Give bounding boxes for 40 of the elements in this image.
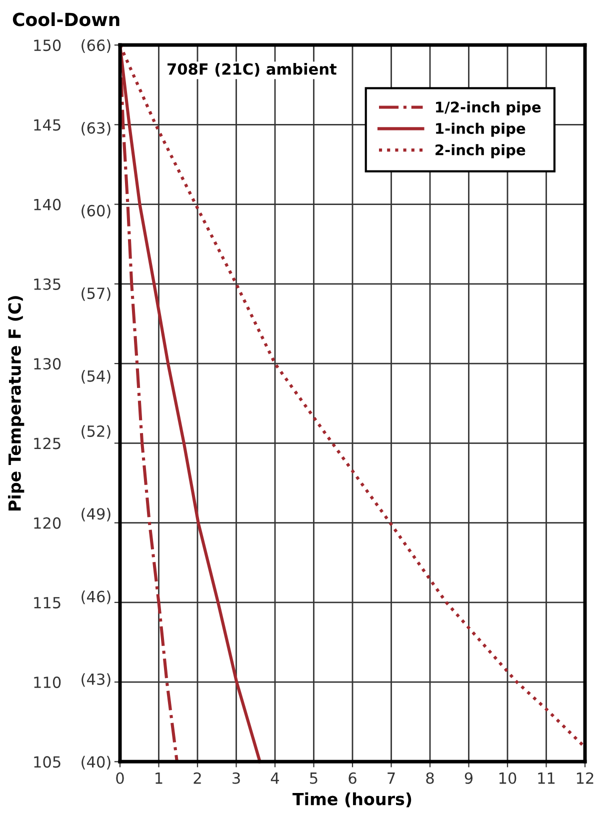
y-tick-label: 105 bbox=[34, 756, 60, 768]
y-tick-label: 135 bbox=[34, 278, 60, 290]
x-tick-label: 7 bbox=[388, 772, 395, 784]
y2-tick-label: (49) bbox=[82, 508, 110, 522]
x-tick-label: 6 bbox=[348, 772, 356, 784]
legend-label: 2-inch pipe bbox=[436, 144, 526, 158]
x-tick-label: 2 bbox=[194, 772, 201, 784]
y-tick-label: 130 bbox=[34, 358, 61, 370]
y2-tick-label: (60) bbox=[82, 204, 110, 218]
chart-title: Cool-Down bbox=[12, 12, 120, 26]
y-tick-label: 120 bbox=[34, 517, 61, 529]
y-tick-label: 115 bbox=[34, 597, 60, 608]
y-tick-label: 125 bbox=[34, 438, 60, 450]
y2-tick-label: (46) bbox=[82, 590, 110, 604]
y2-tick-label: (54) bbox=[82, 370, 110, 384]
y2-tick-label: (66) bbox=[82, 39, 110, 53]
x-tick-label: 8 bbox=[426, 772, 434, 784]
x-tick-label: 0 bbox=[116, 772, 124, 784]
y2-tick-label: (40) bbox=[82, 756, 110, 770]
x-tick-label: 12 bbox=[576, 772, 594, 784]
x-tick-label: 11 bbox=[538, 772, 555, 784]
y2-tick-label: (43) bbox=[82, 673, 110, 687]
y-tick-label: 150 bbox=[34, 40, 61, 52]
y-axis-title: Pipe Temperature F (C) bbox=[8, 296, 24, 510]
x-tick-label: 4 bbox=[270, 772, 280, 784]
y-tick-label: 110 bbox=[34, 676, 61, 688]
y-tick-label: 140 bbox=[34, 198, 61, 210]
x-axis-title: Time (hours) bbox=[292, 792, 412, 808]
x-tick-label: 9 bbox=[464, 772, 473, 784]
y2-tick-label: (57) bbox=[82, 287, 110, 301]
x-tick-label: 10 bbox=[499, 772, 516, 784]
x-tick-label: 3 bbox=[232, 772, 240, 784]
legend-label: 1/2-inch pipe bbox=[436, 101, 541, 116]
annotation: 708F (21C) ambient bbox=[168, 62, 336, 77]
y2-tick-label: (52) bbox=[82, 425, 110, 439]
x-tick-label: 1 bbox=[156, 772, 162, 784]
legend-label: 1-inch pipe bbox=[436, 122, 526, 137]
y-tick-label: 145 bbox=[34, 119, 60, 131]
y2-tick-label: (63) bbox=[82, 122, 110, 136]
x-tick-label: 5 bbox=[310, 772, 318, 784]
